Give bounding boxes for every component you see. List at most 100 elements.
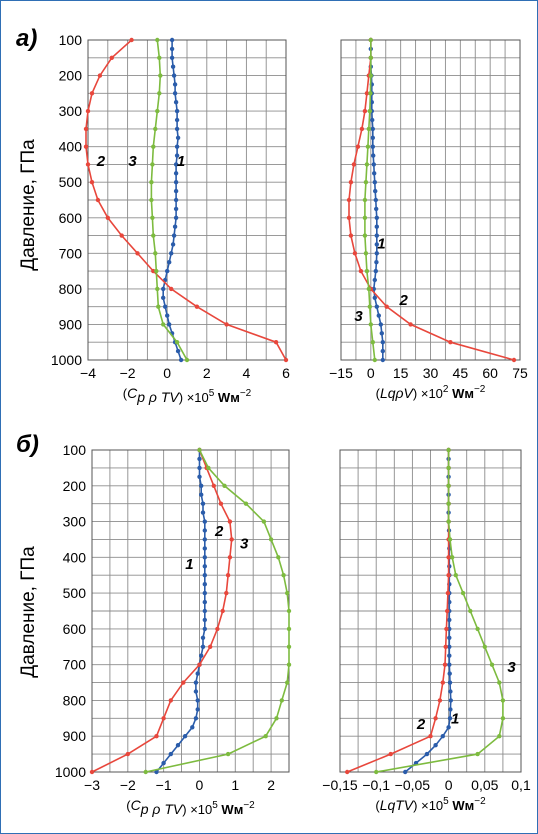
x-axis-label: (LqTV) ×105 Wм−2 (375, 796, 486, 813)
y-tick-label: 500 (63, 585, 87, 601)
x-axis-label-unit-exp: −2 (474, 384, 486, 395)
series-1-point (174, 100, 178, 104)
series-1-point (374, 260, 378, 264)
series-1-point (163, 305, 167, 309)
series-2-point (438, 698, 442, 702)
series-1-point (375, 225, 379, 229)
series-1-point (190, 725, 194, 729)
y-tick-label: 400 (63, 549, 87, 565)
series-2-point (224, 322, 228, 326)
series-1-point (175, 127, 179, 131)
panel-label: а) (16, 25, 37, 52)
series-3-point (157, 56, 161, 60)
series-1-point (169, 752, 173, 756)
series-1-point (194, 716, 198, 720)
series-1-point (441, 734, 445, 738)
series-3-point (276, 555, 280, 559)
x-axis-label-var: LqTV (380, 797, 415, 813)
series-1-point (447, 654, 451, 658)
series-3-point (367, 127, 371, 131)
series-3-point (287, 663, 291, 667)
series-3-point (448, 537, 452, 541)
series-3-point (483, 645, 487, 649)
x-tick-label: 2 (203, 365, 211, 381)
series-3-point (155, 287, 159, 291)
series-2-point (86, 109, 90, 113)
series-1-point (449, 698, 453, 702)
curve-label-1: 1 (185, 556, 193, 573)
series-2-point (110, 56, 114, 60)
series-3-point (446, 502, 450, 506)
series-1-point (179, 358, 183, 362)
series-3-point (497, 680, 501, 684)
series-1-point (199, 654, 203, 658)
x-axis-label-var: Lq (380, 385, 396, 401)
series-1-point (165, 313, 169, 317)
series-2-point (230, 537, 234, 541)
series-2-point (408, 322, 412, 326)
series-3-point (150, 162, 154, 166)
x-tick-label: 2 (267, 777, 275, 793)
series-3-point (371, 340, 375, 344)
series-2-point (446, 591, 450, 595)
x-axis-label-unit-exp: −2 (474, 796, 486, 807)
x-axis-label-var2: ρV (395, 385, 415, 401)
curve-label-3: 3 (354, 308, 363, 325)
series-3-point (366, 145, 370, 149)
chart-panel-3: −3 −2 −1 0 1 21002003004005006007008009001000… (16, 431, 291, 817)
y-tick-label: 1000 (55, 764, 86, 780)
series-2-point (445, 609, 449, 613)
x-axis-label: (LqρV) ×102 Wм−2 (376, 384, 486, 401)
series-3-point (468, 609, 472, 613)
y-tick-label: 600 (59, 210, 83, 226)
series-3-point (175, 340, 179, 344)
y-axis-label-top: Давление, ГПа (18, 139, 39, 271)
x-tick-label: −0,05 (395, 777, 431, 793)
series-3-point (197, 448, 201, 452)
curve-label-3: 3 (240, 535, 249, 552)
series-3-point (501, 698, 505, 702)
series-1-point (172, 73, 176, 77)
series-1-point (370, 118, 374, 122)
x-axis-label-scale: ×10 (183, 390, 209, 405)
y-tick-label: 600 (63, 621, 87, 637)
series-3-point (185, 358, 189, 362)
series-1-point (194, 680, 198, 684)
series-3-point (153, 251, 157, 255)
series-1-point (172, 233, 176, 237)
series-2-point (274, 340, 278, 344)
y-tick-label: 800 (63, 692, 87, 708)
x-axis-label-scale: ×10 (417, 386, 443, 401)
y-tick-label: 200 (63, 478, 87, 494)
series-1-point (372, 162, 376, 166)
series-3-point (369, 322, 373, 326)
series-1-point (161, 287, 165, 291)
curve-label-1: 1 (451, 711, 459, 728)
series-2-point (90, 770, 94, 774)
series-1-point (203, 627, 207, 631)
x-axis-label-scale: ×10 (418, 798, 444, 813)
series-1-point (447, 618, 451, 622)
y-tick-label: 900 (63, 728, 87, 744)
series-1-point (174, 216, 178, 220)
series-1-point (203, 519, 207, 523)
series-3-point (155, 109, 159, 113)
series-2-point (385, 305, 389, 309)
x-tick-label: 4 (243, 365, 251, 381)
series-3-point (369, 38, 373, 42)
series-3-point (454, 573, 458, 577)
series-3-point (497, 734, 501, 738)
series-1-point (197, 457, 201, 461)
series-3-point (364, 180, 368, 184)
series-3-point (446, 484, 450, 488)
y-axis-label-bottom: Давление, ГПа (18, 546, 39, 678)
x-tick-label: −3 (84, 777, 100, 793)
series-1-point (381, 340, 385, 344)
series-1-point (174, 189, 178, 193)
series-1-point (169, 251, 173, 255)
x-axis-label-sub: p (136, 389, 145, 405)
series-2-point (224, 591, 228, 595)
series-3-point (157, 91, 161, 95)
series-1-point (175, 109, 179, 113)
series-2-point (446, 573, 450, 577)
